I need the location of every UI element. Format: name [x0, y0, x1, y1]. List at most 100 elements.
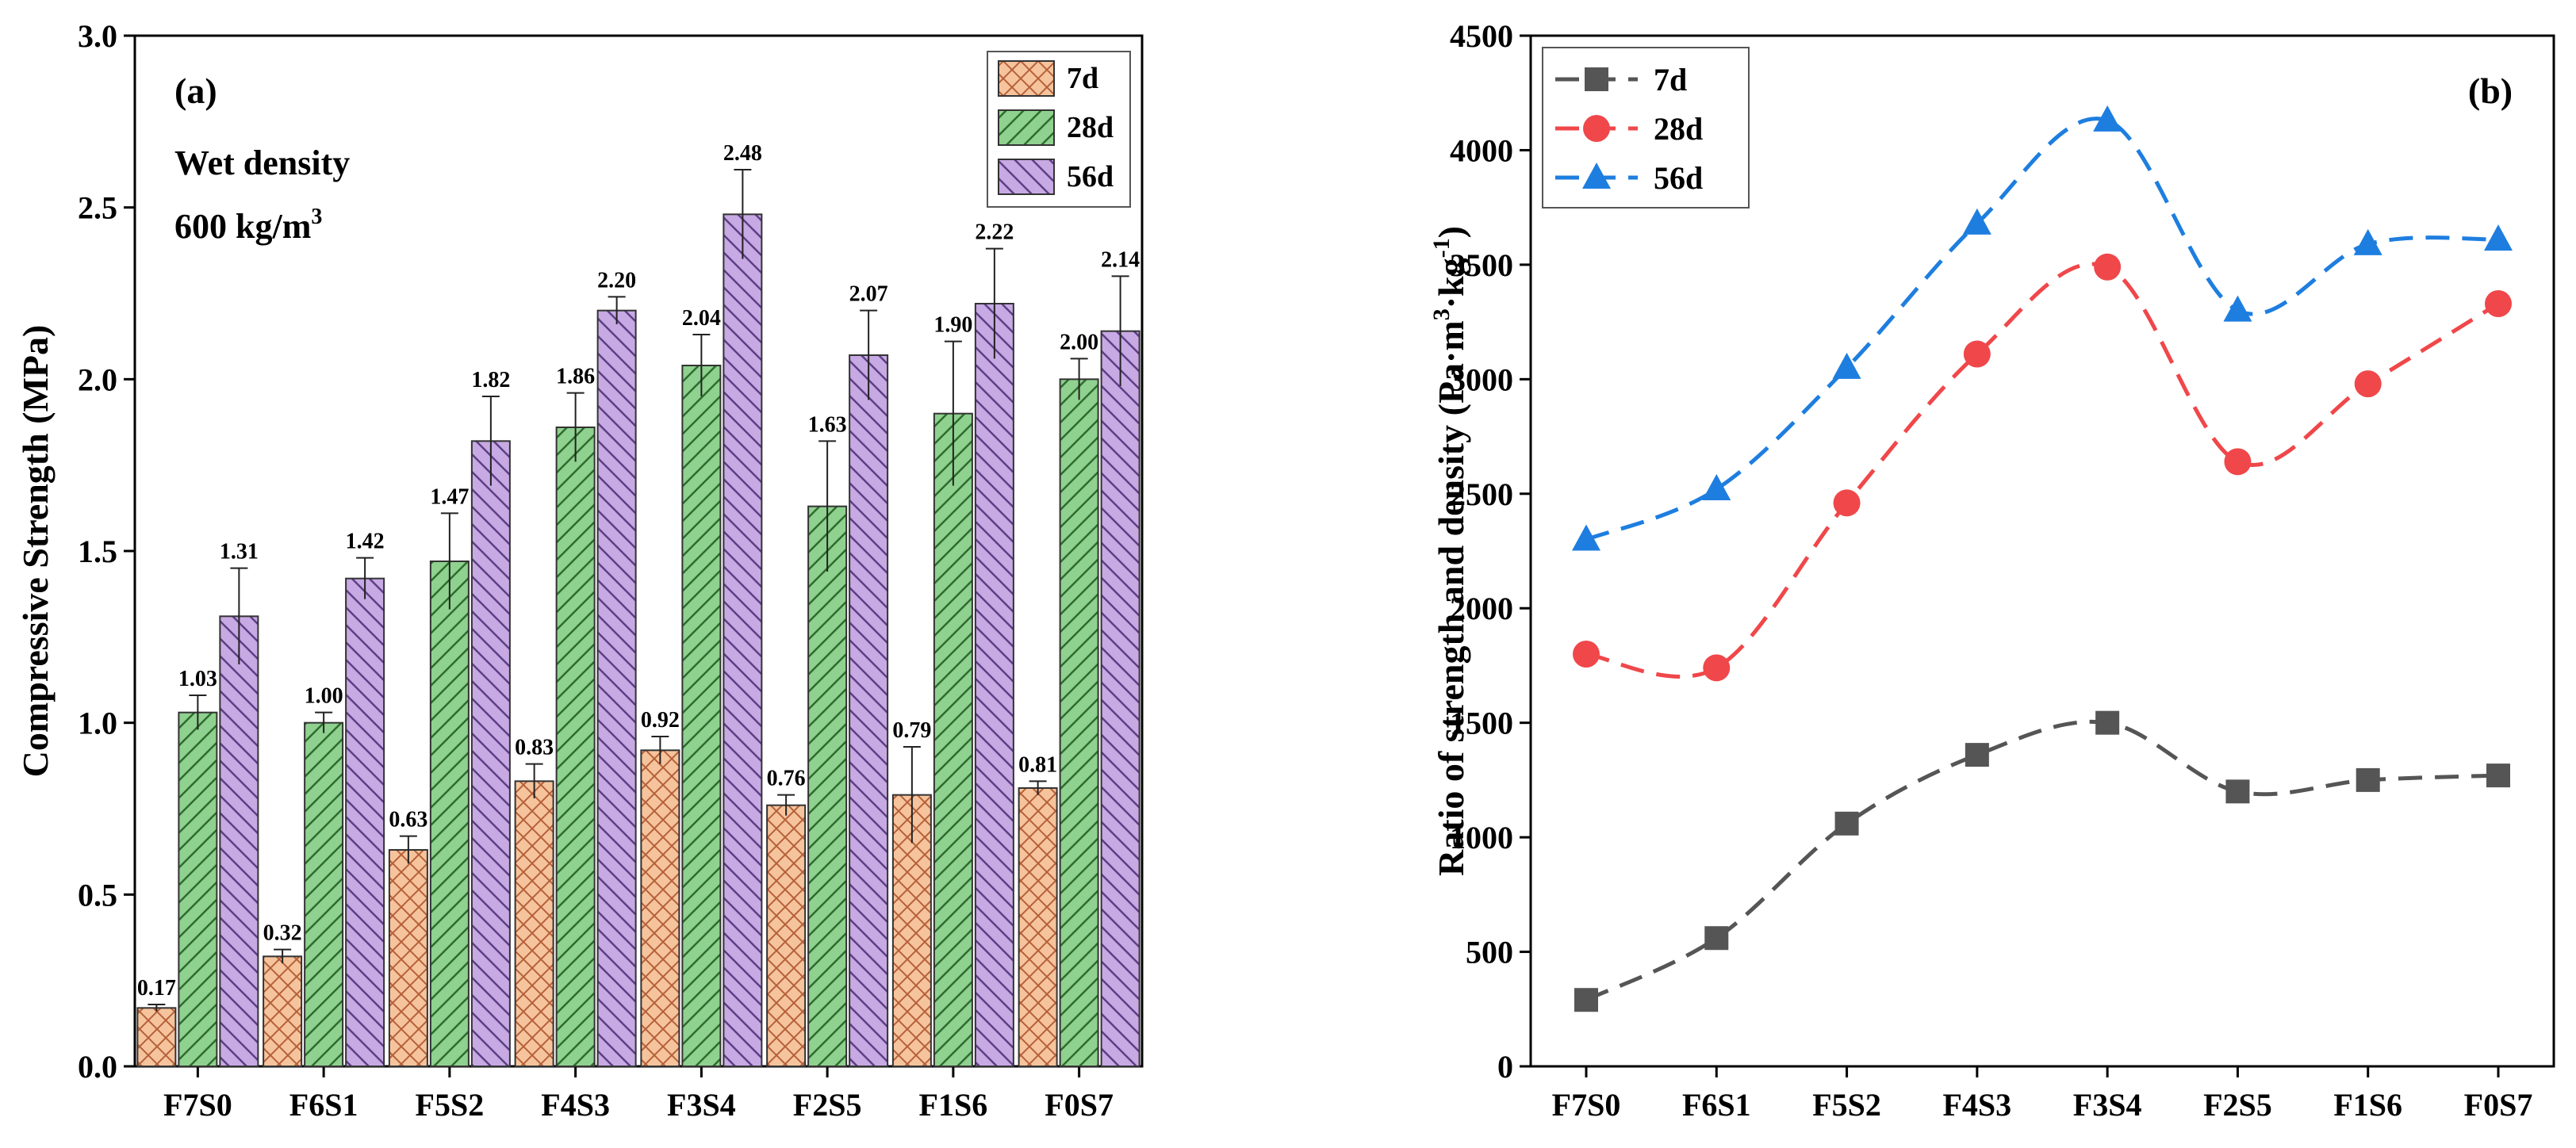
data-point-28d — [1573, 641, 1600, 668]
data-point-28d — [2224, 448, 2252, 476]
y-tick-label-b: 1000 — [1450, 820, 1513, 855]
bar-7d — [263, 955, 303, 1068]
bar-7d — [1018, 787, 1058, 1067]
data-label-56d: 2.14 — [1101, 247, 1140, 272]
legend-a: 7d 28d 56d — [987, 51, 1131, 208]
data-point-7d — [1965, 743, 1989, 767]
y-axis-a: 0.0 0.5 1.0 1.5 2.0 2.5 3.0 — [78, 18, 135, 1085]
data-label-7d: 0.83 — [515, 736, 554, 760]
panel-label-a: (a) — [174, 71, 217, 111]
x-tick-label-a: F5S2 — [416, 1087, 485, 1123]
x-tick-label-b: F1S6 — [2333, 1087, 2402, 1123]
x-tick-label-a: F4S3 — [541, 1087, 610, 1123]
y-axis-b: 0 500 1000 1500 2000 2500 3000 3500 4000 4500 — [1450, 18, 1531, 1085]
x-tick-label-b: F6S1 — [1682, 1087, 1751, 1123]
bar-28d — [681, 365, 722, 1067]
x-tick-label-a: F0S7 — [1045, 1087, 1114, 1123]
x-tick-label-b: F5S2 — [1812, 1087, 1881, 1123]
y-tick-label-a: 0.5 — [78, 877, 117, 913]
legend-label-7d: 7d — [1067, 62, 1098, 95]
y-tick-label-b: 4000 — [1450, 132, 1513, 168]
x-tick-label-a: F7S0 — [163, 1087, 232, 1123]
x-tick-label-b: F0S7 — [2464, 1087, 2533, 1123]
bar-28d — [555, 427, 596, 1067]
legend-label-56d: 56d — [1067, 160, 1114, 193]
x-tick-label-b: F3S4 — [2073, 1087, 2142, 1123]
y-tick-label-a: 1.5 — [78, 534, 117, 569]
bar-28d — [933, 412, 973, 1067]
data-point-56d — [1832, 352, 1861, 379]
data-label-28d: 1.03 — [178, 667, 217, 691]
bars-a: 0.17 1.03 1.31 0.32 1.00 1.42 0.63 1.47 1.82 0.83… — [136, 141, 1140, 1068]
bar-28d — [178, 711, 218, 1068]
y-axis-label-b-part-3: ·kg — [1431, 258, 1471, 308]
bar-56d — [849, 354, 889, 1067]
data-point-56d — [1572, 524, 1600, 551]
y-axis-label-b-part-4: -1 — [1428, 238, 1455, 258]
y-axis-label-b-part-2: 3 — [1428, 308, 1455, 320]
x-tick-label-a: F2S5 — [793, 1087, 862, 1123]
data-point-7d — [1704, 926, 1729, 951]
legend-b: 7d 28d 56d — [1542, 47, 1750, 209]
y-axis-label-b-part-5: ) — [1431, 226, 1471, 238]
legend-marker-7d — [1585, 67, 1608, 91]
legend-label-7d: 7d — [1654, 62, 1687, 98]
data-point-56d — [1962, 208, 1991, 235]
legend-swatch-28d — [998, 109, 1055, 146]
legend-swatch-7d — [998, 60, 1055, 97]
legend-swatch-56d — [998, 159, 1055, 195]
annotation-superscript: 3 — [311, 205, 322, 229]
data-point-28d — [2094, 253, 2122, 281]
data-point-7d — [2486, 763, 2510, 788]
x-axis-a: F7S0 F6S1 F5S2 F4S3 F3S4 F2S5 F1S6 F0S7 — [163, 1066, 1114, 1123]
y-axis-label-b-part-1: Ratio of strength and density (Pa·m — [1431, 320, 1471, 876]
annotation-line-2-text: 600 kg/m — [174, 207, 311, 246]
data-point-56d — [2353, 228, 2382, 255]
bar-chart-panel-a: (a) Wet density 600 kg/m3 Compressive St… — [15, 18, 1144, 1123]
data-label-28d: 2.00 — [1060, 330, 1098, 354]
x-tick-label-b: F7S0 — [1552, 1087, 1621, 1123]
bar-56d — [219, 615, 259, 1067]
annotation-line-2: 600 kg/m3 — [174, 205, 322, 246]
data-point-28d — [2354, 370, 2382, 398]
data-label-7d: 0.92 — [641, 708, 680, 733]
data-point-28d — [1703, 654, 1731, 682]
data-label-28d: 2.04 — [682, 306, 721, 331]
annotation-line-1: Wet density — [174, 144, 350, 182]
series-lines-b — [1572, 105, 2513, 1012]
data-label-56d: 2.07 — [849, 282, 888, 307]
legend-label-56d: 56d — [1654, 160, 1703, 196]
data-label-56d: 2.22 — [975, 220, 1014, 245]
y-tick-label-b: 3000 — [1450, 362, 1513, 397]
bar-28d — [807, 505, 848, 1067]
y-tick-label-b: 2000 — [1450, 591, 1513, 626]
data-label-7d: 0.17 — [137, 976, 176, 1001]
x-axis-b: F7S0 F6S1 F5S2 F4S3 F3S4 F2S5 F1S6 F0S7 — [1552, 1066, 2533, 1123]
plot-frame-b — [1529, 34, 2555, 1068]
y-tick-label-b: 500 — [1466, 935, 1513, 970]
data-point-28d — [2485, 290, 2512, 317]
line-chart-panel-b: (b) Ratio of strength and density (Pa·m3… — [1428, 18, 2555, 1123]
bar-56d — [974, 303, 1014, 1067]
data-point-7d — [2356, 767, 2380, 792]
y-tick-label-a: 1.0 — [78, 706, 117, 741]
bar-56d — [470, 440, 511, 1067]
x-tick-label-a: F3S4 — [667, 1087, 736, 1123]
bar-56d — [596, 309, 637, 1067]
data-point-7d — [1574, 988, 1598, 1012]
data-point-28d — [1833, 489, 1861, 517]
legend-label-28d: 28d — [1067, 111, 1114, 144]
bar-7d — [388, 849, 428, 1067]
data-label-28d: 1.86 — [556, 365, 595, 389]
bar-7d — [640, 749, 680, 1067]
x-tick-label-b: F4S3 — [1943, 1087, 2012, 1123]
series-line-7d — [1585, 719, 2499, 1002]
data-label-56d: 1.82 — [471, 368, 510, 392]
data-label-56d: 1.31 — [220, 540, 259, 564]
y-tick-label-a: 2.0 — [78, 362, 117, 397]
data-label-7d: 0.32 — [263, 921, 302, 946]
y-tick-label-b: 4500 — [1450, 18, 1513, 54]
x-tick-label-a: F6S1 — [289, 1087, 358, 1123]
data-label-56d: 1.42 — [346, 530, 385, 554]
bar-56d — [723, 213, 763, 1067]
